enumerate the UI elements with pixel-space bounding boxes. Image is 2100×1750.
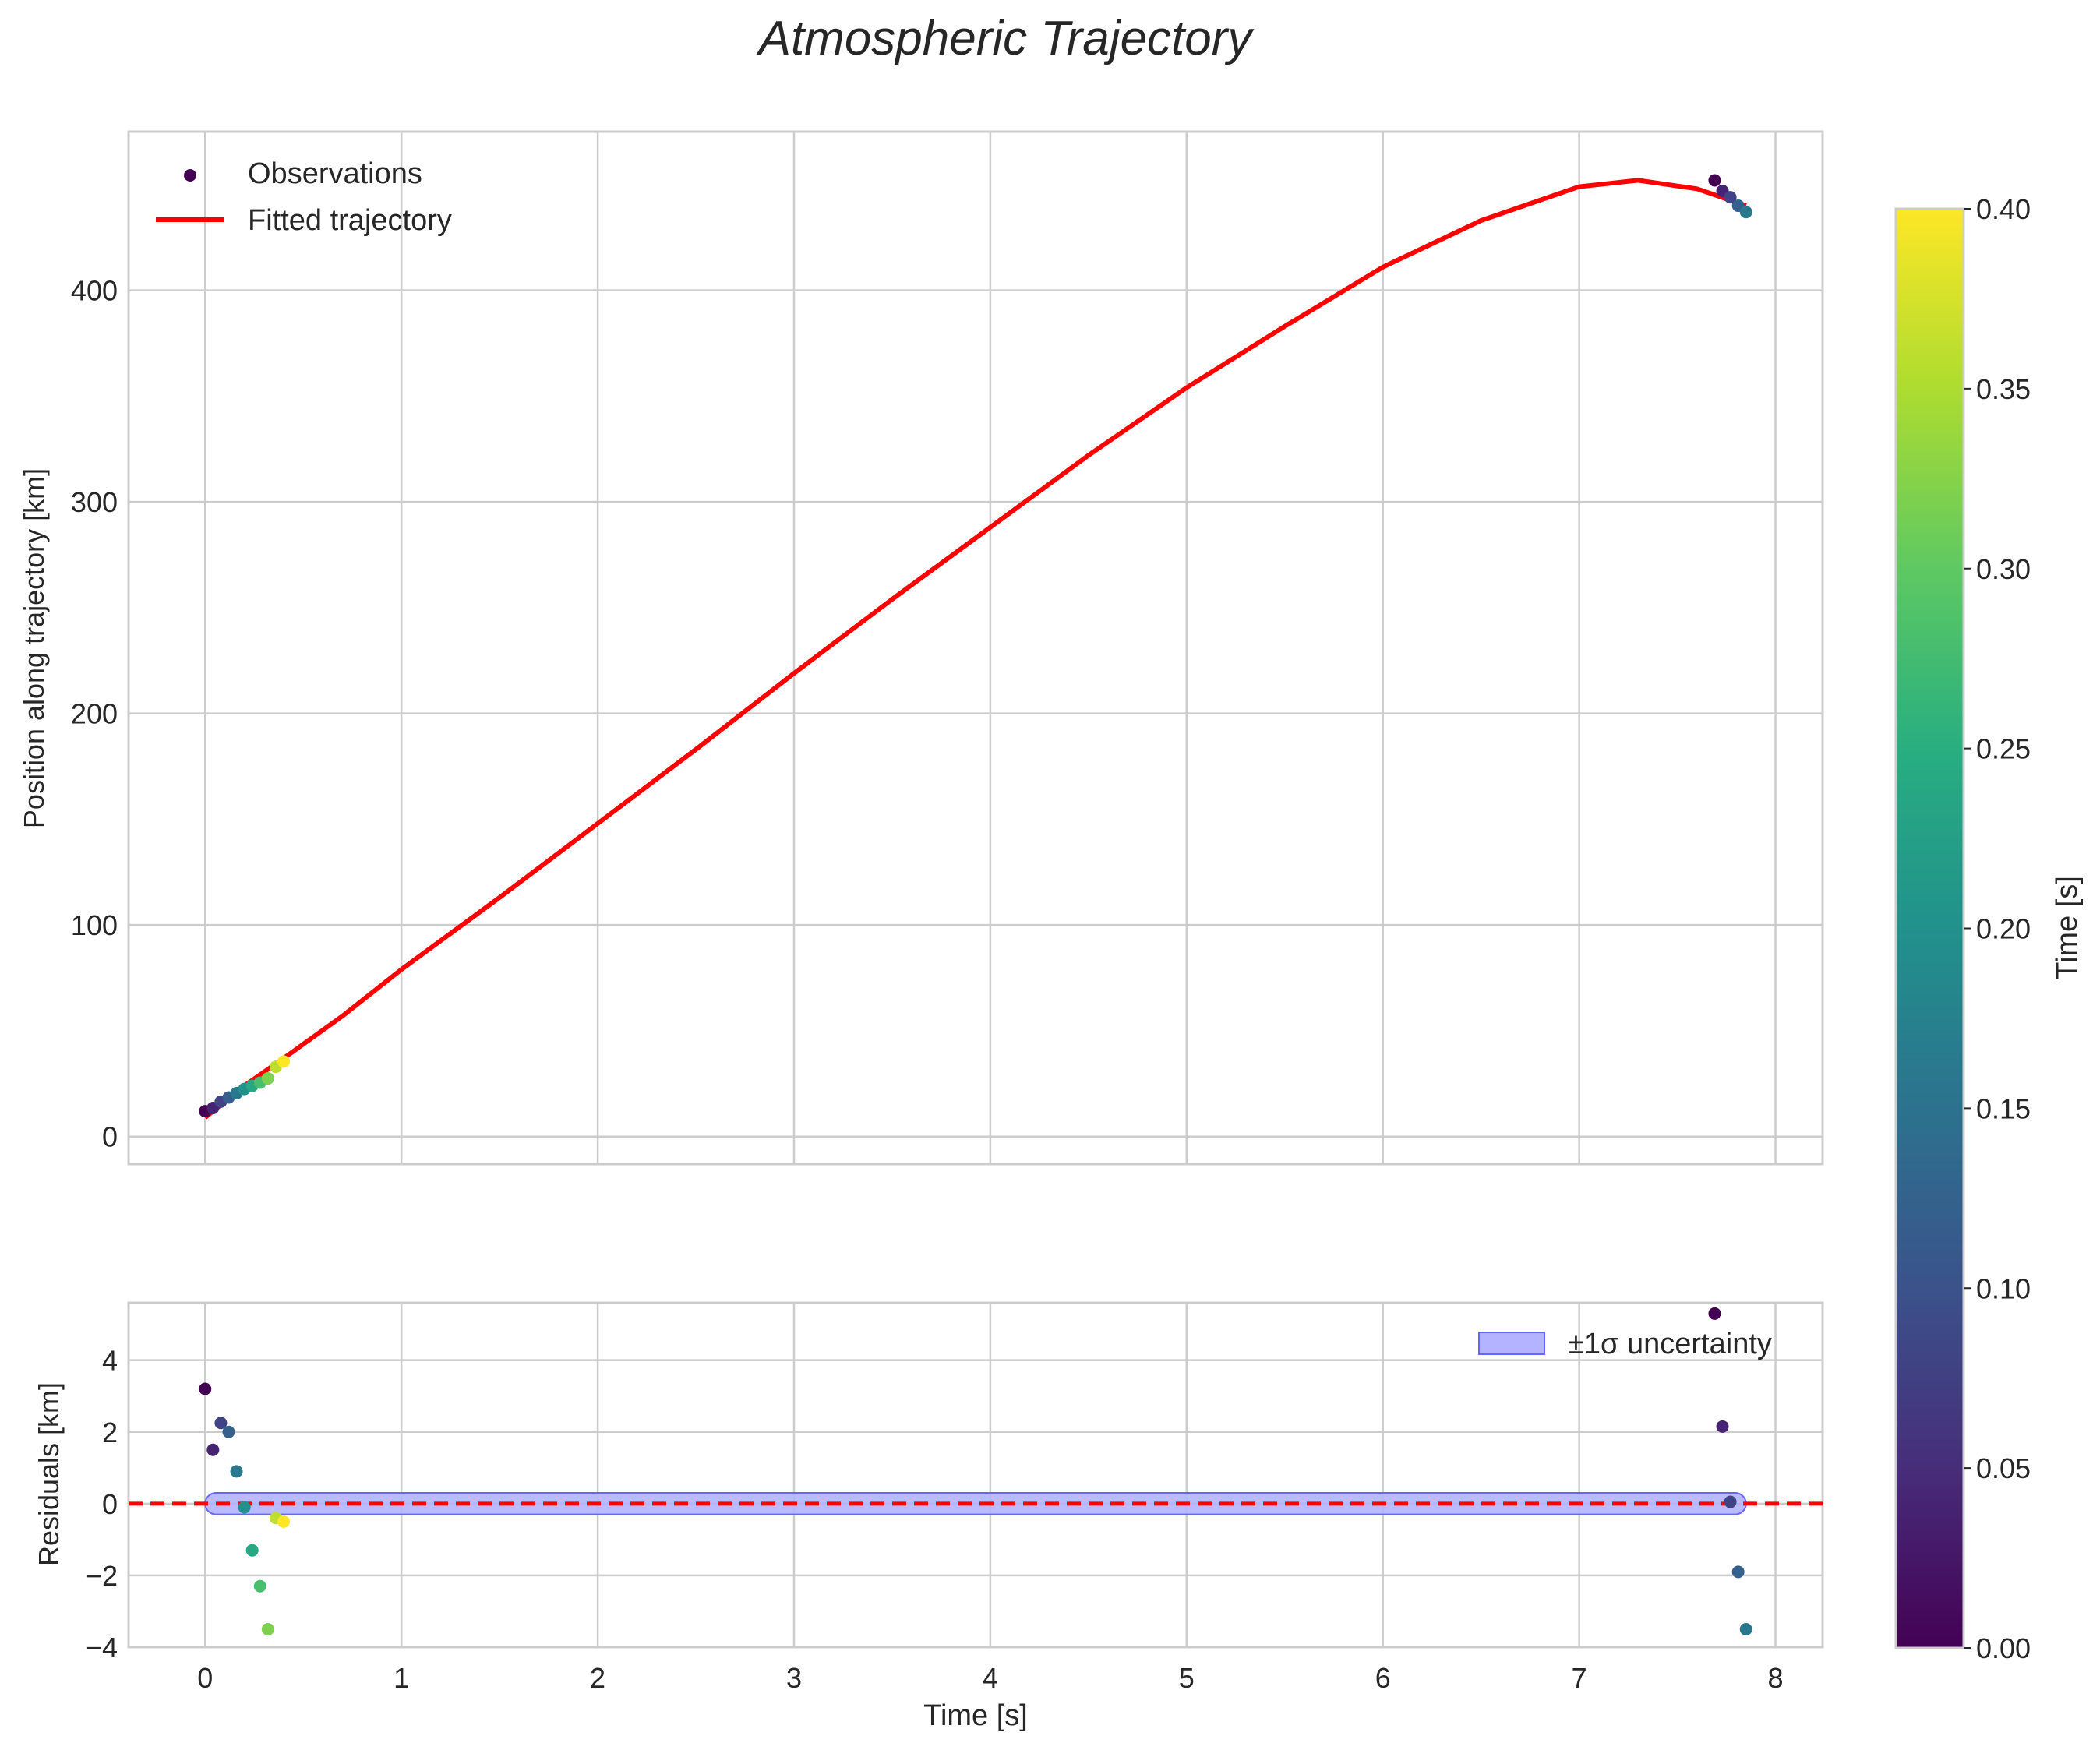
residual-point [277,1515,291,1528]
colorbar-tick-label: 0.25 [1976,733,2031,765]
main-y-ticks: 0 100 200 300 400 [71,275,118,1153]
legend-band-swatch [1478,1332,1545,1355]
main-y-tick-label: 200 [71,698,118,730]
residuals-y-tick-label: −2 [86,1560,118,1592]
residuals-data-layer [129,1307,1823,1635]
x-axis-label: Time [s] [923,1699,1028,1732]
legend-main: Observations Fitted trajectory [156,157,452,237]
main-y-tick-label: 400 [71,275,118,307]
main-plot [199,174,1752,1120]
residuals-y-tick-label: 2 [102,1417,118,1448]
colorbar: 0.00 0.05 0.10 0.15 0.20 0.25 0.30 0.35 0.40 Tim… [1894,193,2084,1664]
colorbar-tick-label: 0.05 [1976,1452,2031,1484]
residual-point [1724,1495,1737,1508]
residual-point [261,1622,274,1635]
legend-fit-label: Fitted trajectory [248,204,452,237]
observation-point [261,1072,274,1085]
main-y-tick-label: 300 [71,486,118,518]
colorbar-label: Time [s] [2051,876,2084,980]
residuals-x-tick-label: 2 [590,1662,605,1694]
legend-residuals: ±1σ uncertainty [1478,1328,1772,1360]
residual-point [238,1501,251,1514]
residuals-x-tick-label: 3 [786,1662,802,1694]
main-axes-frame [127,130,1824,1166]
residual-point [1716,1420,1729,1433]
main-data-layer [199,174,1752,1120]
colorbar-tick-label: 0.00 [1976,1632,2031,1664]
chart-title: Atmospheric Trajectory [756,12,1255,65]
residual-point [214,1417,228,1430]
residual-point [206,1443,220,1456]
residual-point [253,1579,266,1593]
colorbar-tick-label: 0.40 [1976,193,2031,225]
legend-band-label: ±1σ uncertainty [1568,1328,1772,1360]
residuals-x-tick-label: 0 [197,1662,213,1694]
legend-observations-label: Observations [248,157,422,190]
main-y-axis-label: Position along trajectory [km] [18,468,50,828]
colorbar-tick-label: 0.35 [1976,373,2031,405]
main-grid [127,130,1824,1166]
colorbar-tick-label: 0.30 [1976,553,2031,585]
residual-point [1708,1307,1721,1320]
residuals-x-tick-label: 4 [983,1662,998,1694]
residual-point [245,1544,259,1557]
residuals-ticks: 0 1 2 3 4 5 6 7 8 −4 −2 0 2 4 [86,1345,1784,1694]
observation-point [1739,206,1752,219]
observation-point [1724,191,1737,204]
residuals-axes-frame [127,1301,1824,1649]
main-y-tick-label: 0 [102,1121,118,1153]
observation-point [1708,174,1721,187]
legend-observations-marker [184,169,196,182]
colorbar-tick-label: 0.10 [1976,1272,2031,1304]
residual-point [1731,1565,1745,1579]
residuals-y-tick-label: 0 [102,1488,118,1520]
residuals-y-axis-label: Residuals [km] [33,1382,65,1566]
main-y-tick-label: 100 [71,909,118,941]
residuals-x-tick-label: 8 [1768,1662,1784,1694]
residuals-x-tick-label: 1 [394,1662,409,1694]
observation-point [277,1055,291,1068]
residuals-x-tick-label: 7 [1572,1662,1587,1694]
colorbar-tick-label: 0.15 [1976,1092,2031,1124]
residuals-x-tick-label: 6 [1375,1662,1391,1694]
residual-point [1739,1622,1752,1635]
residuals-y-tick-label: 4 [102,1345,118,1377]
residual-point [222,1425,235,1438]
fit-line [203,178,1747,1120]
residuals-y-tick-label: −4 [86,1632,118,1664]
colorbar-tick-label: 0.20 [1976,913,2031,945]
residual-point [230,1465,243,1478]
colorbar-ticks: 0.00 0.05 0.10 0.15 0.20 0.25 0.30 0.35 0.40 [1964,193,2031,1664]
residual-point [199,1382,212,1395]
residuals-x-tick-label: 5 [1179,1662,1195,1694]
residuals-plot [129,1307,1823,1635]
colorbar-gradient [1894,207,1965,1649]
